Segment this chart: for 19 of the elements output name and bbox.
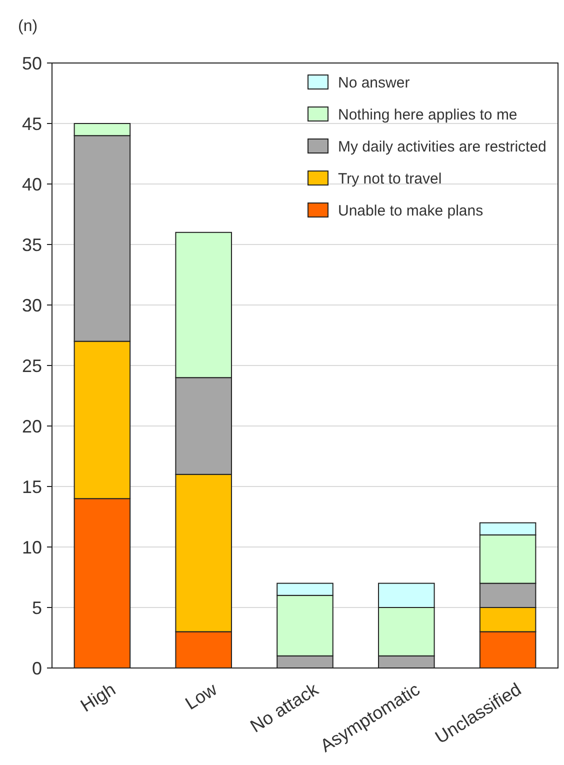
legend-label: Unable to make plans <box>338 202 484 220</box>
y-tick-label: 50 <box>22 53 42 74</box>
y-tick-label: 45 <box>22 114 42 134</box>
x-tick-label: Low <box>182 678 222 714</box>
y-axis-title: (n) <box>18 18 38 35</box>
y-tick-label: 20 <box>22 416 42 436</box>
y-tick-label: 35 <box>22 234 42 255</box>
y-tick-label: 25 <box>22 356 42 376</box>
y-tick-label: 15 <box>22 476 42 497</box>
y-tick-label: 0 <box>32 658 42 678</box>
legend-label: No answer <box>338 74 410 92</box>
legend-label: Try not to travel <box>338 170 442 188</box>
y-tick-label: 40 <box>22 174 42 194</box>
legend-label: My daily activities are restricted <box>338 138 546 156</box>
legend-label: Nothing here applies to me <box>338 106 518 124</box>
x-tick-label: High <box>76 679 119 716</box>
y-tick-label: 10 <box>22 537 42 558</box>
y-tick-label: 30 <box>22 295 42 316</box>
y-tick-label: 5 <box>32 598 42 618</box>
